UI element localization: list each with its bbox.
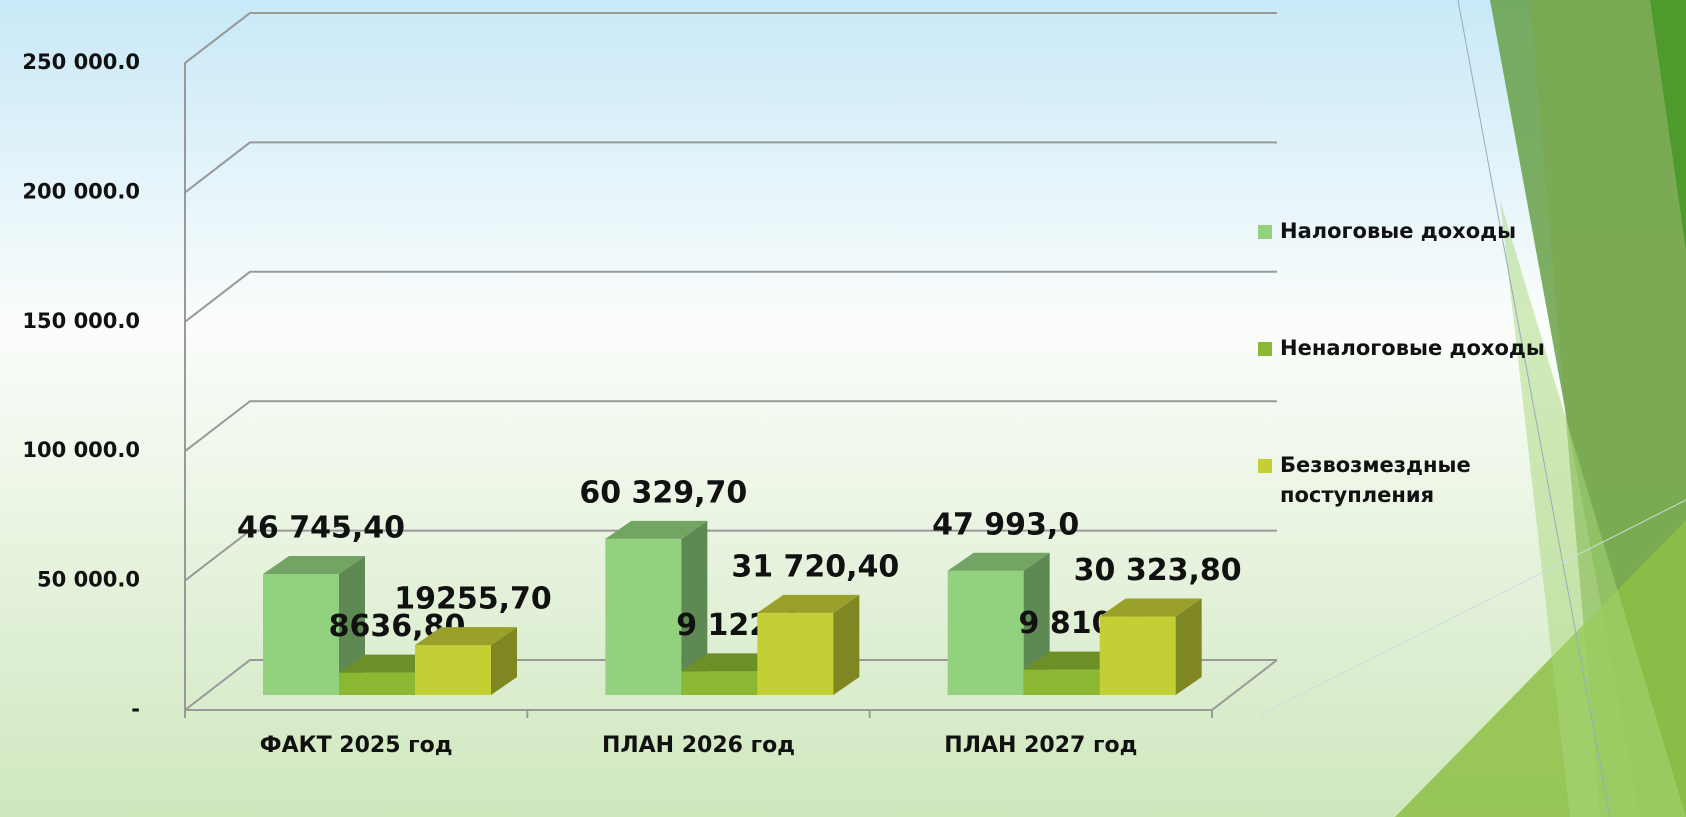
y-tick-label: 150 000.0 bbox=[22, 309, 140, 333]
bar bbox=[757, 595, 859, 695]
legend-swatch bbox=[1258, 342, 1272, 356]
bar-front bbox=[1024, 670, 1100, 695]
data-label: 46 745,40 bbox=[237, 511, 405, 546]
chart: - 50 000.0 100 000.0 150 000.0 200 000.0 250 … bbox=[0, 0, 1686, 817]
bar-front bbox=[339, 673, 415, 695]
bar-front bbox=[1100, 617, 1176, 695]
data-label: 31 720,40 bbox=[731, 549, 899, 584]
bar bbox=[1100, 599, 1202, 695]
data-label: 30 323,80 bbox=[1074, 553, 1242, 588]
bar-front bbox=[263, 574, 339, 695]
bar-front bbox=[681, 671, 757, 695]
x-tick-label: ПЛАН 2026 год bbox=[602, 733, 795, 758]
legend-swatch bbox=[1258, 459, 1272, 473]
y-tick-label: 200 000.0 bbox=[22, 179, 140, 203]
bar bbox=[415, 627, 517, 695]
y-tick-label: 100 000.0 bbox=[22, 438, 140, 462]
x-tick-label: ПЛАН 2027 год bbox=[944, 733, 1137, 758]
y-tick-label: - bbox=[131, 697, 140, 721]
legend-label: Неналоговые доходы bbox=[1280, 336, 1545, 360]
data-label: 19255,70 bbox=[394, 582, 552, 617]
bar-front bbox=[757, 613, 833, 695]
bar-front bbox=[948, 571, 1024, 695]
y-tick-label: 250 000.0 bbox=[22, 50, 140, 74]
background bbox=[0, 0, 1686, 817]
data-label: 60 329,70 bbox=[579, 475, 747, 510]
bar-front bbox=[415, 645, 491, 695]
x-tick-label: ФАКТ 2025 год bbox=[260, 733, 453, 758]
data-label: 47 993,0 bbox=[932, 507, 1079, 542]
legend-swatch bbox=[1258, 225, 1272, 239]
legend-label: Налоговые доходы bbox=[1280, 219, 1516, 243]
bar-front bbox=[605, 539, 681, 695]
y-tick-label: 50 000.0 bbox=[37, 568, 140, 592]
